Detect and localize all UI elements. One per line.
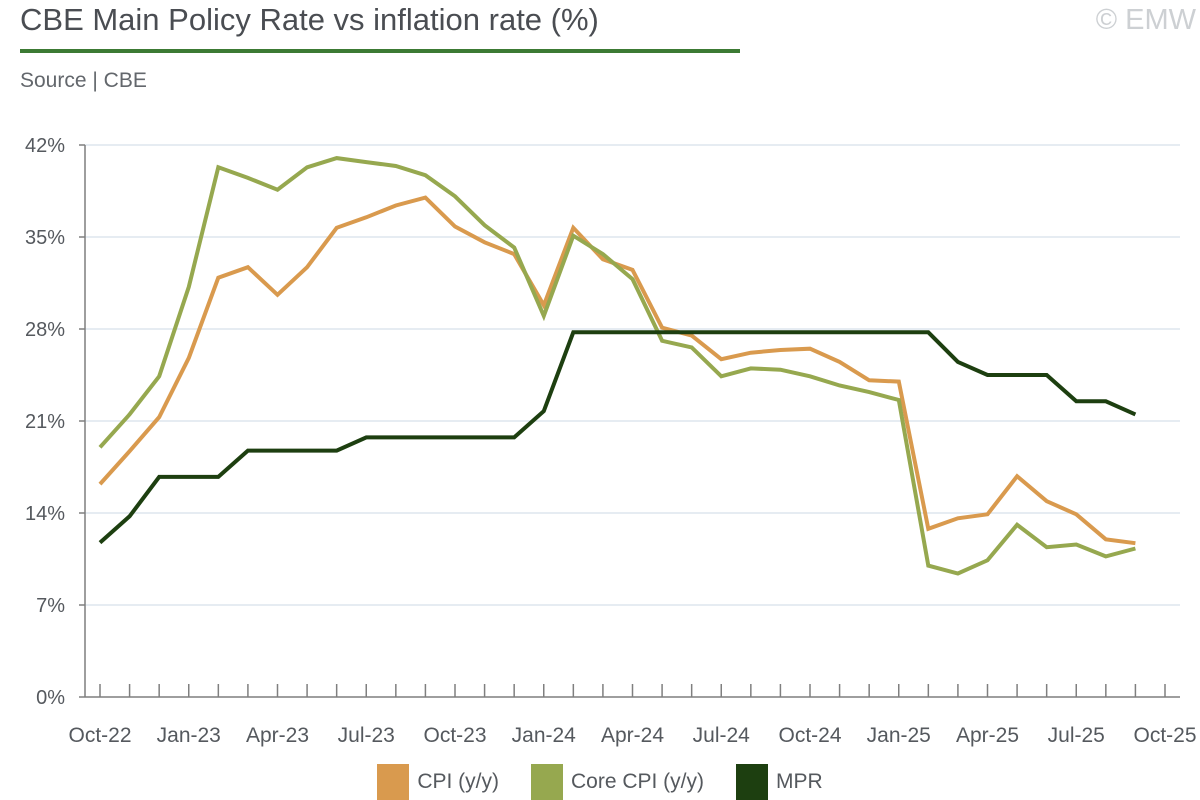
chart-legend: CPI (y/y) Core CPI (y/y) MPR [0, 764, 1200, 800]
series-line-core-cpi [98, 156, 1136, 576]
x-tick-label: Apr-24 [601, 724, 664, 747]
x-tick-label: Jan-24 [512, 724, 577, 747]
y-tick-label: 28% [25, 319, 65, 341]
legend-swatch-cpi [377, 764, 410, 800]
y-tick-label: 14% [25, 503, 65, 525]
x-tick-label: Apr-25 [956, 724, 1019, 747]
y-tick-label: 7% [36, 595, 65, 617]
x-tick-label: Jul-23 [338, 724, 395, 747]
legend-swatch-mpr [736, 764, 768, 800]
y-tick-label: 0% [36, 687, 65, 709]
legend-item-mpr: MPR [736, 764, 823, 800]
x-tick-label: Apr-23 [246, 724, 309, 747]
x-tick-label: Oct-24 [778, 724, 841, 747]
x-tick-label: Oct-22 [68, 724, 131, 747]
legend-swatch-core-cpi [530, 764, 563, 800]
y-tick-label: 42% [25, 135, 65, 157]
x-tick-label: Oct-25 [1133, 724, 1196, 747]
legend-item-core-cpi: Core CPI (y/y) [530, 764, 704, 800]
chart-source: Source | CBE [20, 69, 147, 92]
x-tick-label: Jan-25 [867, 724, 931, 747]
x-tick-label: Oct-23 [423, 724, 486, 747]
x-tick-label: Jul-25 [1048, 724, 1105, 747]
copyright-notice: © EMW [1095, 4, 1196, 36]
title-underline [20, 49, 740, 53]
y-tick-label: 21% [25, 411, 65, 433]
legend-label-cpi: CPI (y/y) [417, 770, 499, 793]
series-line-mpr [98, 330, 1137, 545]
legend-label-core-cpi: Core CPI (y/y) [570, 770, 704, 793]
chart-title: CBE Main Policy Rate vs inflation rate (… [20, 2, 599, 37]
y-tick-label: 35% [25, 227, 65, 249]
legend-item-cpi: CPI (y/y) [377, 764, 499, 800]
x-tick-label: Jul-24 [693, 724, 751, 747]
x-tick-label: Jan-23 [157, 724, 221, 747]
legend-label-mpr: MPR [776, 770, 823, 793]
